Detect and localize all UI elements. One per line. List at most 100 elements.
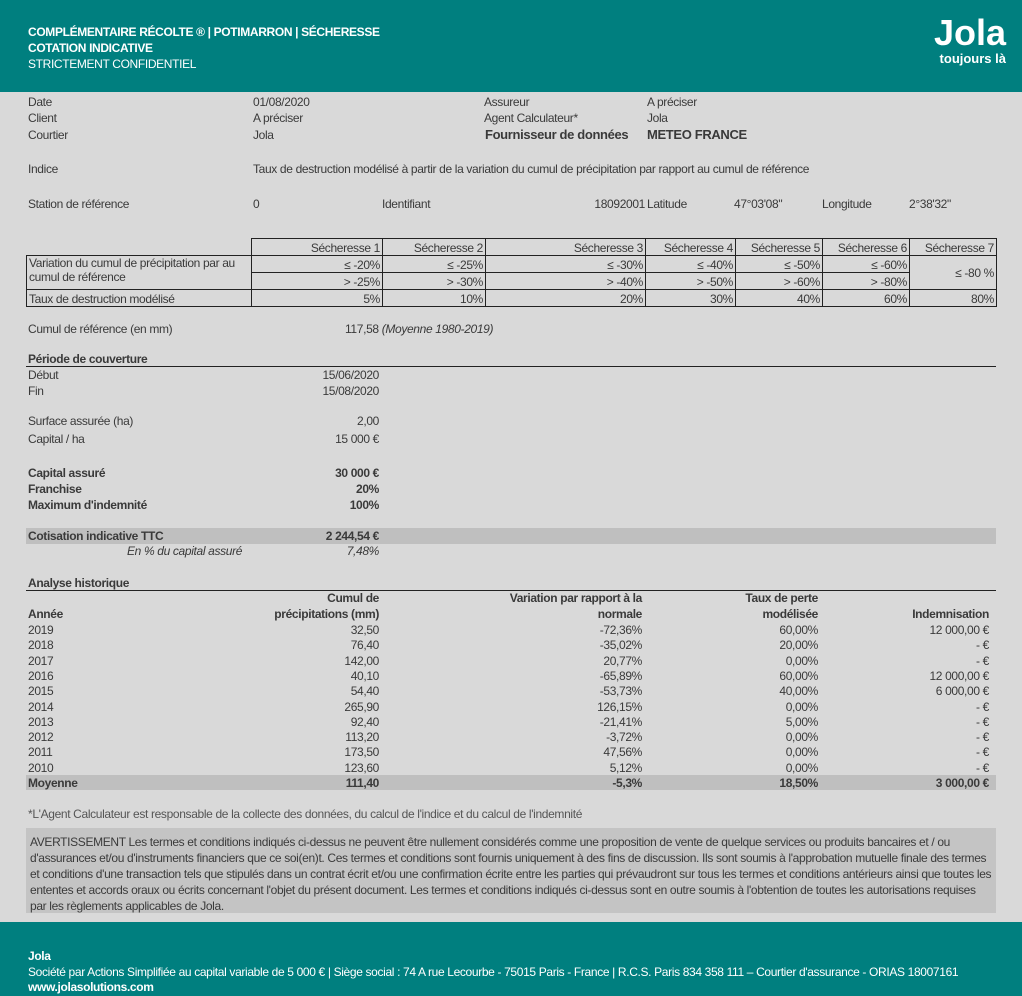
indice-label: Indice (28, 162, 58, 176)
variation-label: Variation du cumul de précipitation par … (26, 255, 252, 290)
identifiant-label: Identifiant (382, 197, 431, 211)
date-value: 01/08/2020 (253, 95, 310, 109)
secheresse-header: Sécheresse 5 (735, 238, 823, 256)
secheresse-table: Sécheresse 1 Sécheresse 2 Sécheresse 3 Séch… (26, 238, 997, 307)
variation-cell: 47,56% (603, 745, 642, 760)
taux-cell: 60,00% (779, 623, 818, 637)
agent-value: Jola (647, 111, 668, 125)
confidentiality: STRICTEMENT CONFIDENTIEL (28, 57, 197, 71)
variation-lower: > -40% (485, 272, 646, 290)
date-label: Date (28, 95, 52, 109)
divider (26, 366, 996, 367)
courtier-label: Courtier (28, 128, 68, 142)
longitude-label: Longitude (822, 197, 872, 211)
cumul-label: Cumul de référence (en mm) (28, 322, 173, 336)
cumul-cell: 142,00 (344, 653, 379, 668)
variation-upper: ≤ -50% (735, 255, 823, 273)
client-value: A préciser (253, 111, 303, 125)
annee-cell: 2018 (28, 638, 54, 653)
fin-label: Fin (28, 384, 44, 398)
col-header-variation-2: normale (597, 607, 643, 621)
col-header-annee: Année (28, 607, 63, 621)
cumul-cell: 92,40 (350, 714, 380, 729)
variation-cell: 126,15% (597, 699, 642, 714)
warning-box: AVERTISSEMENT Les termes et conditions i… (26, 828, 996, 913)
taux-value: 10% (382, 289, 486, 307)
taux-cell: 18,50% (779, 776, 818, 790)
variation-cell: 5,12% (609, 760, 643, 775)
variation-upper: ≤ -60% (822, 255, 910, 273)
fournisseur-label: Fournisseur de données (485, 127, 629, 142)
max-label: Maximum d'indemnité (28, 498, 147, 512)
indemnisation-cell: - € (976, 714, 989, 729)
identifiant-value: 18092001 (594, 197, 645, 211)
cotisation-band (26, 528, 996, 544)
capital-ha-label: Capital / ha (28, 432, 85, 446)
capital-value: 30 000 € (335, 466, 379, 480)
col-header-variation: Variation par rapport à la (509, 591, 643, 605)
annee-cell: 2019 (28, 623, 54, 637)
divider (26, 590, 996, 591)
taux-cell: 5,00% (785, 714, 819, 729)
indemnisation-cell: - € (976, 730, 989, 745)
annee-cell: 2010 (28, 760, 54, 775)
variation-cell: -72,36% (599, 623, 643, 637)
periode-title: Période de couverture (28, 352, 148, 366)
station-value: 0 (253, 197, 260, 211)
agent-label: Agent Calculateur* (484, 111, 578, 125)
variation-upper: ≤ -40% (645, 255, 736, 273)
cumul-cell: 32,50 (350, 623, 380, 637)
variation-lower: > -25% (251, 272, 383, 290)
cumul-value: 117,58 (Moyenne 1980-2019) (345, 322, 494, 336)
assureur-value: A préciser (647, 95, 697, 109)
variation-cell: -3,72% (606, 730, 642, 745)
cumul-cell: 54,40 (350, 684, 380, 699)
variation-lower: > -80% (822, 272, 910, 290)
annee-cell: 2015 (28, 684, 54, 699)
variation-upper: ≤ -20% (251, 255, 383, 273)
taux-cell: 60,00% (779, 668, 818, 683)
cotisation-value: 2 244,54 € (325, 529, 380, 543)
variation-lower: > -30% (382, 272, 486, 290)
cotisation-label: Cotisation indicative TTC (28, 529, 164, 543)
capital-label: Capital assuré (28, 466, 106, 480)
secheresse-header: Sécheresse 6 (822, 238, 910, 256)
footnote: *L'Agent Calculateur est responsable de … (28, 807, 583, 821)
jola-logo: Jola toujours là (933, 12, 1006, 66)
cumul-cell: 111,40 (345, 776, 380, 790)
indemnisation-cell: - € (976, 638, 989, 653)
footer-url[interactable]: www.jolasolutions.com (28, 980, 154, 994)
taux-value: 5% (251, 289, 383, 307)
variation-upper: ≤ -25% (382, 255, 486, 273)
indemnisation-cell: - € (976, 745, 989, 760)
product-title: COMPLÉMENTAIRE RÉCOLTE ® | POTIMARRON | … (28, 25, 380, 39)
max-value: 100% (349, 498, 380, 512)
debut-value: 15/06/2020 (322, 368, 379, 382)
footer-company: Jola (28, 949, 51, 963)
indemnisation-cell: 6 000,00 € (935, 684, 990, 699)
header-banner: COMPLÉMENTAIRE RÉCOLTE ® | POTIMARRON | … (0, 0, 1022, 92)
annee-cell: Moyenne (28, 776, 78, 790)
col-header-cumul: Cumul de (327, 591, 379, 605)
longitude-value: 2°38'32" (909, 197, 951, 211)
secheresse-header: Sécheresse 2 (382, 238, 486, 256)
courtier-value: Jola (253, 128, 274, 142)
debut-label: Début (28, 368, 59, 382)
secheresse-header: Sécheresse 3 (485, 238, 646, 256)
secheresse-header: Sécheresse 1 (251, 238, 383, 256)
station-label: Station de référence (28, 197, 130, 211)
taux-cell: 0,00% (785, 653, 819, 668)
taux-cell: 0,00% (785, 730, 819, 745)
col-header-indemnisation: Indemnisation (912, 607, 989, 621)
col-header-cumul-2: précipitations (mm) (274, 607, 379, 621)
variation-lower: > -50% (645, 272, 736, 290)
franchise-label: Franchise (28, 482, 82, 496)
variation-cell: -53,73% (599, 684, 643, 699)
annee-cell: 2013 (28, 714, 54, 729)
taux-value: 60% (822, 289, 910, 307)
annee-cell: 2016 (28, 668, 54, 683)
cumul-cell: 265,90 (344, 699, 379, 714)
taux-value: 80% (909, 289, 997, 307)
historique-title: Analyse historique (28, 576, 130, 590)
indemnisation-cell: 3 000,00 € (935, 776, 990, 790)
